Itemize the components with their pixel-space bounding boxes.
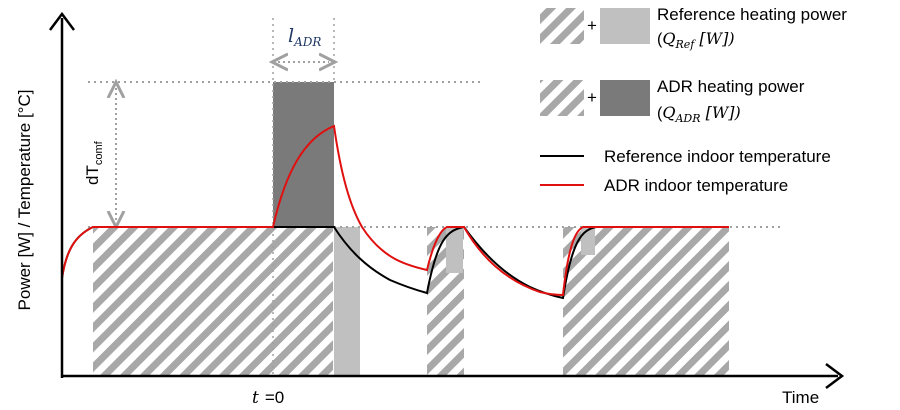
legend-light-swatch (600, 8, 650, 44)
reference-power-block-2 (446, 227, 463, 273)
legend-hatch-swatch-ref (540, 8, 584, 44)
legend-adr-temp-label: ADR indoor temperature (604, 176, 788, 195)
y-axis-label: Power [W] / Temperature [°C] (15, 90, 34, 311)
reference-temperature-line (61, 225, 729, 300)
adr-power-block (273, 82, 334, 227)
legend-plus-adr: + (587, 88, 597, 107)
x-axis-arrowhead (825, 363, 845, 389)
adr-temperature-line (61, 124, 729, 297)
x-axis-label: Time (782, 388, 819, 407)
legend-ref-power-line2: (QRef [W]) (657, 29, 735, 51)
legend-hatch-swatch-adr (540, 80, 584, 116)
y-axis-arrowhead (49, 11, 75, 31)
legend-adr-power: + ADR heating power (QADR [W]) (540, 77, 805, 125)
legend-ref-power-line1: Reference heating power (657, 5, 847, 24)
legend-adr-power-line2: (QADR [W]) (657, 103, 741, 125)
ladr-label: lADR (288, 25, 321, 49)
dtcomf-label: dTcomf (83, 140, 105, 185)
hatched-block-1 (93, 227, 333, 375)
reference-power-block-1 (334, 227, 360, 375)
legend-plus-ref: + (587, 16, 597, 35)
legend-reference-power: + Reference heating power (QRef [W]) (540, 5, 847, 51)
legend-dark-swatch (600, 80, 650, 116)
t0-label: t =0 (252, 388, 284, 408)
legend-adr-temperature: ADR indoor temperature (540, 176, 788, 195)
legend-adr-power-line1: ADR heating power (657, 77, 805, 96)
legend-ref-temp-label: Reference indoor temperature (604, 147, 831, 166)
legend-reference-temperature: Reference indoor temperature (540, 147, 831, 166)
